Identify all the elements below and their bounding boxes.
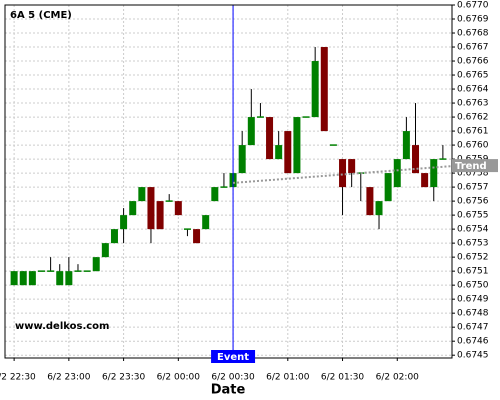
y-tick-label: 0.6751 <box>457 267 489 277</box>
candle-body <box>430 159 438 188</box>
y-tick-label: 0.6754 <box>457 225 489 235</box>
candle-body <box>165 200 173 202</box>
y-tick-label: 0.6760 <box>457 141 489 151</box>
candle-body <box>37 270 45 272</box>
x-tick-label: 6/2 01:00 <box>266 373 310 383</box>
x-tick-label: 6/2 01:30 <box>321 373 365 383</box>
y-tick-label: 0.6750 <box>457 281 489 291</box>
candle-body <box>439 158 447 160</box>
candle-body <box>366 187 374 216</box>
x-tick-label: 6/2 00:00 <box>157 373 201 383</box>
candle-body <box>83 270 91 272</box>
candle-body <box>92 257 100 272</box>
y-tick-label: 0.6755 <box>457 211 489 221</box>
candle-body <box>129 201 137 216</box>
y-tick-label: 0.6761 <box>457 127 489 137</box>
y-tick-label: 0.6768 <box>457 29 489 39</box>
y-tick-label: 0.6764 <box>457 85 489 95</box>
y-tick-label: 0.6748 <box>457 309 489 319</box>
y-tick-label: 0.6756 <box>457 197 489 207</box>
candle-body <box>393 159 401 188</box>
trend-label: Trend <box>455 161 487 172</box>
candle-body <box>101 243 109 258</box>
candle-body <box>138 187 146 202</box>
y-tick-label: 0.6763 <box>457 99 489 109</box>
trend-label-box <box>452 159 498 173</box>
candle-body <box>284 131 292 174</box>
candle-body <box>247 117 255 146</box>
candle-body <box>320 47 328 132</box>
event-label-box <box>211 350 256 363</box>
y-tick-label: 0.6753 <box>457 239 489 249</box>
y-tick-label: 0.6758 <box>457 169 489 179</box>
candle-body <box>183 228 191 230</box>
candle-body <box>266 117 274 160</box>
y-tick-label: 0.6746 <box>457 337 489 347</box>
y-tick-label: 0.6769 <box>457 15 489 25</box>
y-tick-label: 0.6762 <box>457 113 489 123</box>
x-axis-label: Date <box>211 383 246 398</box>
candle-body <box>238 145 246 174</box>
y-tick-label: 0.6767 <box>457 43 489 53</box>
x-tick-label: 6/2 02:00 <box>376 373 420 383</box>
watermark: www.delkos.com <box>15 321 109 332</box>
x-tick-label: 6/2 23:30 <box>102 373 146 383</box>
candle-body <box>384 173 392 202</box>
candle-body <box>275 145 283 160</box>
event-label: Event <box>217 352 249 363</box>
candle-body <box>202 215 210 230</box>
candle-body <box>293 117 301 174</box>
y-tick-label: 0.6770 <box>457 1 489 11</box>
candle-body <box>256 116 264 118</box>
candle-body <box>375 201 383 216</box>
y-tick-label: 0.6752 <box>457 253 489 263</box>
candle-body <box>348 159 356 174</box>
candle-body <box>56 271 64 286</box>
candle-body <box>193 229 201 244</box>
candle-body <box>110 229 118 244</box>
x-tick-label: 6/2 00:30 <box>211 373 255 383</box>
trend-line <box>232 165 453 184</box>
candle-body <box>147 187 155 230</box>
candle-body <box>19 271 27 286</box>
x-tick-label: 6/2 23:00 <box>47 373 91 383</box>
candle-body <box>174 201 182 216</box>
candle-body <box>329 144 337 146</box>
y-tick-label: 0.6766 <box>457 57 489 67</box>
chart-title: 6A 5 (CME) <box>10 10 72 21</box>
plot <box>10 5 453 358</box>
candle-body <box>339 159 347 188</box>
y-tick-label: 0.6745 <box>457 351 489 361</box>
y-tick-label: 0.6747 <box>457 323 489 333</box>
candle-body <box>65 271 73 286</box>
candle-body <box>220 186 228 188</box>
candle-body <box>74 270 82 272</box>
y-tick-label: 0.6749 <box>457 295 489 305</box>
candle-body <box>421 173 429 188</box>
candle-body <box>412 145 420 174</box>
candle-body <box>211 187 219 202</box>
candle-body <box>47 270 55 272</box>
candle-body <box>156 201 164 230</box>
candle-body <box>402 131 410 160</box>
candle-body <box>10 271 18 286</box>
candle-body <box>28 271 36 286</box>
x-tick-label: 6/2 22:30 <box>0 373 36 383</box>
candle-body <box>311 61 319 118</box>
candle-body <box>302 116 310 118</box>
y-tick-label: 0.6765 <box>457 71 489 81</box>
y-tick-label: 0.6757 <box>457 183 489 193</box>
candle-body <box>120 215 128 230</box>
